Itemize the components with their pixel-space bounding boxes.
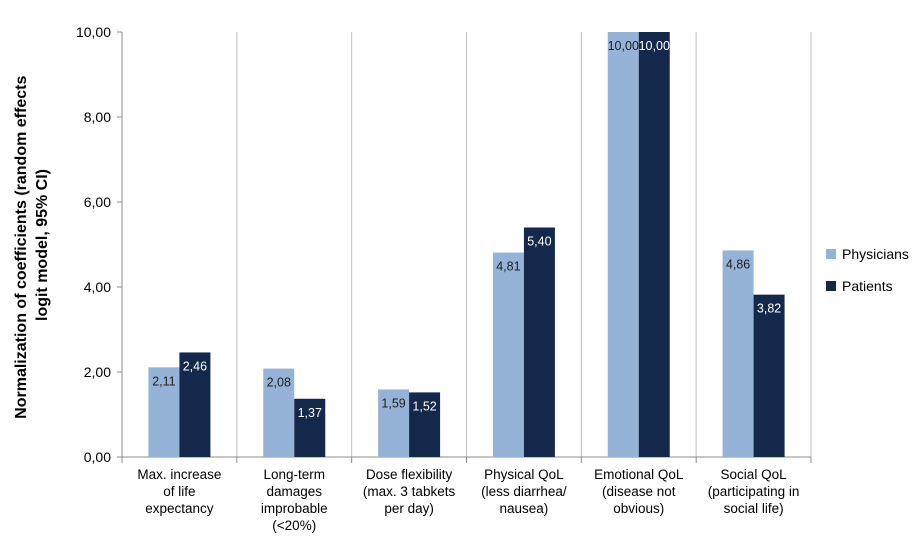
data-label: 1,52 — [412, 399, 436, 413]
bar-patients — [638, 32, 670, 457]
bar-physicians — [492, 252, 524, 457]
bars — [148, 32, 785, 457]
x-category-label-line: Dose flexibility — [366, 467, 453, 482]
x-category-label-line: (<20%) — [272, 518, 316, 533]
labels: Max. increase of life expectancy Long-term d… — [137, 39, 799, 533]
x-category-label-line: per day) — [384, 501, 434, 516]
y-axis-title-line-2: logit model, 95% CI) — [34, 169, 51, 321]
y-tick-label: 10,00 — [76, 24, 111, 40]
y-tick-label: 2,00 — [84, 364, 111, 380]
legend-label: Physicians — [842, 246, 909, 262]
x-category-label-line: Emotional QoL — [594, 467, 684, 482]
data-label: 2,46 — [183, 359, 207, 373]
data-label: 10,00 — [608, 39, 639, 53]
x-category-label-line: (less diarrhea/ — [481, 484, 567, 499]
x-category-label-line: of life — [163, 484, 195, 499]
bar-patients — [409, 392, 441, 457]
bar-patients — [523, 227, 555, 457]
data-label: 10,00 — [639, 39, 670, 53]
x-category-label: Emotional QoL (disease not obvious) — [594, 467, 684, 516]
axes: 0,00 2,00 4,00 6,00 8,00 10,00 — [76, 24, 812, 465]
data-label: 2,08 — [267, 376, 291, 390]
y-tick-label: 6,00 — [84, 194, 111, 210]
data-label: 4,81 — [496, 260, 520, 274]
x-category-label: Physical QoL (less diarrhea/nausea) — [481, 467, 567, 516]
x-category-label: Max. increase of life expectancy — [137, 467, 221, 516]
x-category-label-line: (max. 3 tabkets — [363, 484, 456, 499]
bar-physicians — [722, 250, 754, 457]
bar-patients — [294, 398, 326, 457]
data-label: 1,59 — [381, 396, 405, 410]
x-category-label-line: Social QoL — [721, 467, 788, 482]
bar-physicians — [607, 32, 639, 457]
x-category-label-line: (disease not — [602, 484, 676, 499]
x-category-label-line: obvious) — [613, 501, 664, 516]
bar-physicians — [263, 368, 295, 457]
y-axis-title: Normalization of coefficients (random ef… — [13, 71, 51, 419]
data-label: 2,11 — [152, 374, 175, 388]
x-category-label-line: social life) — [724, 501, 784, 516]
x-category-label-line: (participating in — [708, 484, 800, 499]
x-category-label-line: Long-term — [263, 467, 325, 482]
y-axis-title-line-1: Normalization of coefficients (random ef… — [13, 76, 30, 419]
legend: Physicians Patients — [826, 246, 909, 294]
x-category-label-line: nausea) — [500, 501, 549, 516]
data-label: 3,82 — [757, 302, 781, 316]
legend-swatch-physicians — [826, 249, 836, 259]
legend-swatch-patients — [826, 281, 836, 291]
bar-physicians — [148, 367, 180, 457]
grid — [236, 32, 812, 457]
bar-patients — [179, 352, 211, 457]
x-category-label: Social QoL (participating in social life) — [708, 467, 800, 516]
legend-label: Patients — [842, 278, 893, 294]
data-label: 4,86 — [726, 257, 750, 271]
y-tick-label: 8,00 — [84, 109, 111, 125]
y-tick-label: 4,00 — [84, 279, 111, 295]
x-category-label-line: Max. increase — [137, 467, 221, 482]
bar-patients — [753, 294, 785, 457]
y-tick-label: 0,00 — [84, 449, 111, 465]
bar-physicians — [378, 389, 410, 457]
x-category-label: Dose flexibility (max. 3 tabkets per day) — [363, 467, 456, 516]
data-label: 1,37 — [298, 406, 322, 420]
x-category-label: Long-term damages improbable (<20%) — [261, 467, 328, 533]
x-category-label-line: improbable — [261, 501, 328, 516]
x-category-label-line: damages — [266, 484, 322, 499]
x-category-label-line: expectancy — [145, 501, 214, 516]
data-label: 5,40 — [527, 235, 551, 249]
x-category-label-line: Physical QoL — [484, 467, 564, 482]
